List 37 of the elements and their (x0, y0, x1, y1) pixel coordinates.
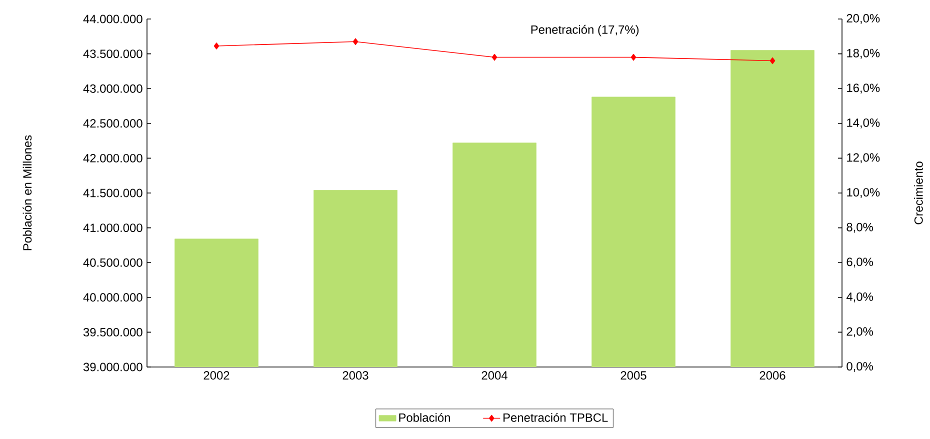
y2-tick-label: 2,0% (846, 327, 874, 338)
y2-tick-label: 8,0% (846, 222, 874, 233)
x-tick-label: 2006 (760, 371, 786, 380)
point (492, 54, 498, 61)
y2-tick-label: 6,0% (846, 258, 874, 268)
y2-tick-label: 4,0% (846, 292, 874, 302)
y-tick-label: 40.000.000 (83, 293, 142, 302)
y2-tick-label: 16,0% (847, 84, 880, 94)
y-tick-label: 43.000.000 (83, 84, 142, 93)
y2-axis-title: Crecimiento (914, 162, 923, 224)
y-tick-label: 44.000.000 (83, 14, 142, 24)
y2-tick-label: 18,0% (847, 48, 880, 59)
y-tick-label: 41.000.000 (83, 224, 142, 232)
y-tick-label: 42.000.000 (83, 154, 142, 162)
point (630, 54, 636, 61)
legend-label: Población (399, 412, 450, 422)
legend-label: Penetración TPBCL (504, 412, 608, 422)
point (214, 42, 220, 50)
y-axis-title: Población en Millones (22, 135, 32, 250)
y-tick-label: 43.500.000 (83, 50, 142, 58)
x-tick-label: 2003 (342, 371, 368, 380)
y-tick-label: 39.000.000 (83, 362, 142, 372)
y2-tick-label: 12,0% (847, 153, 880, 164)
point (352, 38, 358, 46)
y2-tick-label: 10,0% (847, 188, 880, 198)
y2-tick-label: 20,0% (846, 14, 880, 24)
x-tick-label: 2005 (620, 371, 646, 380)
y2-tick-label: 0,0% (846, 362, 874, 372)
y-tick-label: 39.500.000 (83, 328, 142, 336)
y2-tick-label: 14,0% (847, 118, 880, 128)
y-tick-label: 40.500.000 (83, 258, 142, 267)
x-tick-label: 2002 (204, 371, 230, 380)
x-tick-label: 2004 (482, 371, 508, 380)
point (770, 57, 776, 64)
y-tick-label: 42.500.000 (83, 119, 142, 128)
y-tick-label: 41.500.000 (83, 188, 142, 198)
annotation: Penetración (17,7%) (531, 24, 639, 36)
